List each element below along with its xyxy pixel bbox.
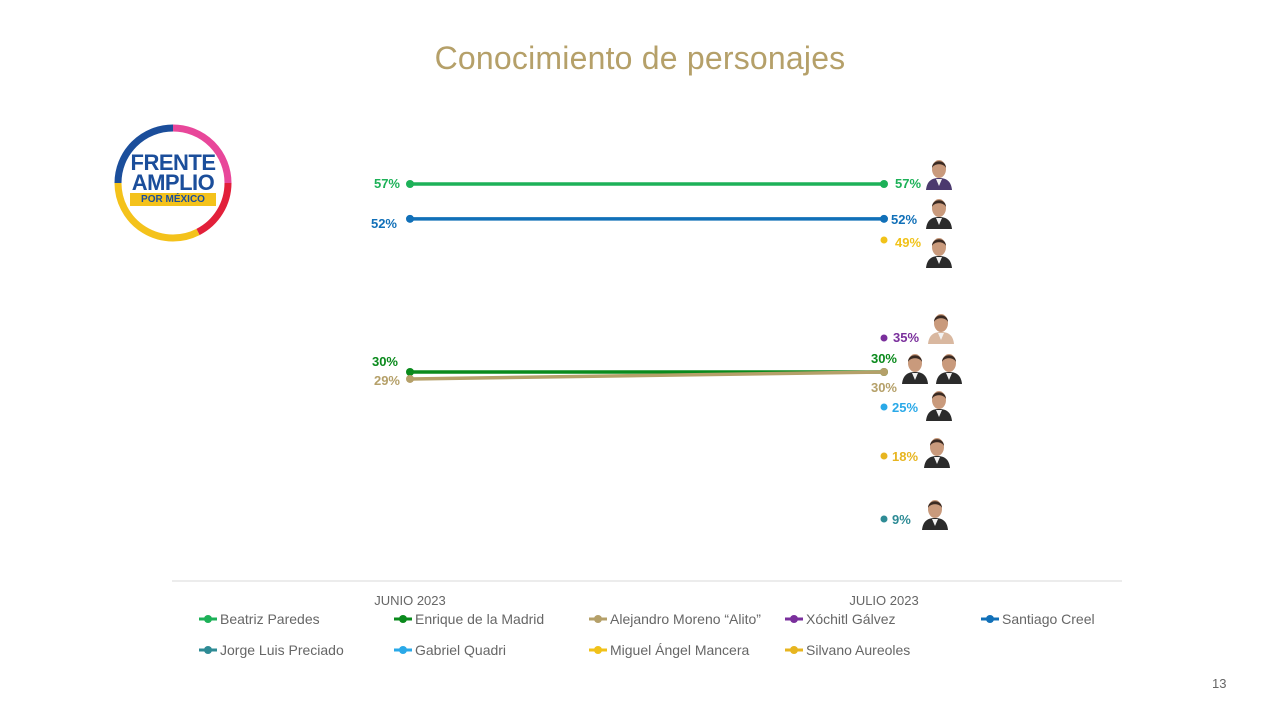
photo-alejandro-moreno-alito <box>902 354 928 384</box>
data-label-santiago-creel-1: 52% <box>891 212 917 227</box>
series-beatriz-paredes: 57% 57% <box>374 176 921 191</box>
page-number: 13 <box>1212 676 1227 691</box>
legend-label-santiago-creel: Santiago Creel <box>1002 611 1095 627</box>
data-label-miguel-angel-mancera-1: 49% <box>895 235 921 250</box>
point-jorge-luis-preciado-1 <box>880 515 888 523</box>
data-label-beatriz-paredes-0: 57% <box>374 176 400 191</box>
legend-marker-xochitl-galvez <box>785 615 803 623</box>
series-gabriel-quadri: 25% <box>880 400 918 415</box>
legend-marker-jorge-luis-preciado <box>199 646 217 654</box>
x-tick-label-junio-2023: JUNIO 2023 <box>374 593 446 608</box>
logo-line-por-mexico: POR MÉXICO <box>130 193 216 206</box>
series-jorge-luis-preciado: 9% <box>880 512 911 527</box>
data-label-xochitl-galvez-1: 35% <box>893 330 919 345</box>
data-label-jorge-luis-preciado-1: 9% <box>892 512 911 527</box>
point-alejandro-moreno-alito-0 <box>406 374 414 383</box>
point-silvano-aureoles-1 <box>880 452 888 460</box>
data-label-alejandro-moreno-alito-1: 30% <box>871 380 897 395</box>
legend-label-silvano-aureoles: Silvano Aureoles <box>806 642 911 658</box>
series-santiago-creel: 52% 52% <box>371 212 917 231</box>
chart-title: Conocimiento de personajes <box>434 40 846 76</box>
legend-marker-gabriel-quadri <box>394 646 412 654</box>
series-line-alejandro-moreno-alito <box>409 370 885 381</box>
data-label-beatriz-paredes-1: 57% <box>895 176 921 191</box>
photo-enrique-de-la-madrid <box>936 354 962 384</box>
photo-miguel-angel-mancera <box>926 238 952 268</box>
photo-jorge-luis-preciado <box>922 500 948 530</box>
series-xochitl-galvez: 35% <box>880 330 919 345</box>
logo-ring <box>114 124 232 242</box>
legend-label-enrique-de-la-madrid: Enrique de la Madrid <box>415 611 545 627</box>
legend-marker-enrique-de-la-madrid <box>394 615 412 623</box>
legend-marker-silvano-aureoles <box>785 646 803 654</box>
point-gabriel-quadri-1 <box>880 403 888 411</box>
legend-label-jorge-luis-preciado: Jorge Luis Preciado <box>220 642 344 658</box>
data-label-santiago-creel-0: 52% <box>371 216 397 231</box>
point-miguel-angel-mancera-1 <box>880 236 888 244</box>
point-enrique-de-la-madrid-0 <box>406 368 414 376</box>
legend-label-beatriz-paredes: Beatriz Paredes <box>220 611 320 627</box>
legend-marker-santiago-creel <box>981 615 999 623</box>
photo-santiago-creel <box>926 199 952 229</box>
point-santiago-creel-0 <box>406 214 414 223</box>
legend-label-miguel-angel-mancera: Miguel Ángel Mancera <box>610 642 750 658</box>
data-label-gabriel-quadri-1: 25% <box>892 400 918 415</box>
x-tick-label-julio-2023: JULIO 2023 <box>849 593 918 608</box>
logo-line-amplio: AMPLIO <box>131 170 215 195</box>
point-santiago-creel-1 <box>880 214 888 223</box>
data-label-enrique-de-la-madrid-0: 30% <box>372 354 398 369</box>
logo-line-frente: FRENTE <box>130 150 217 175</box>
point-alejandro-moreno-alito-1 <box>880 368 888 376</box>
photo-silvano-aureoles <box>924 438 950 468</box>
legend-marker-alejandro-moreno-alito <box>589 615 607 623</box>
photo-xochitl-galvez <box>928 314 954 344</box>
data-label-alejandro-moreno-alito-0: 29% <box>374 373 400 388</box>
legend-label-xochitl-galvez: Xóchitl Gálvez <box>806 611 896 627</box>
data-label-silvano-aureoles-1: 18% <box>892 449 918 464</box>
legend-marker-miguel-angel-mancera <box>589 646 607 654</box>
series-alejandro-moreno-alito: 29% 30% <box>374 368 897 395</box>
legend-label-alejandro-moreno-alito: Alejandro Moreno “Alito” <box>610 611 761 627</box>
data-label-enrique-de-la-madrid-1: 30% <box>871 351 897 366</box>
legend-label-gabriel-quadri: Gabriel Quadri <box>415 642 507 658</box>
series-silvano-aureoles: 18% <box>880 449 918 464</box>
point-beatriz-paredes-0 <box>406 180 414 188</box>
point-xochitl-galvez-1 <box>880 334 888 342</box>
series-miguel-angel-mancera: 49% <box>880 235 921 250</box>
photo-beatriz-paredes <box>926 160 952 190</box>
legend-marker-beatriz-paredes <box>199 615 217 623</box>
point-beatriz-paredes-1 <box>880 180 888 188</box>
frente-amplio-logo: FRENTE AMPLIO POR MÉXICO <box>108 118 238 248</box>
photo-gabriel-quadri <box>926 391 952 421</box>
